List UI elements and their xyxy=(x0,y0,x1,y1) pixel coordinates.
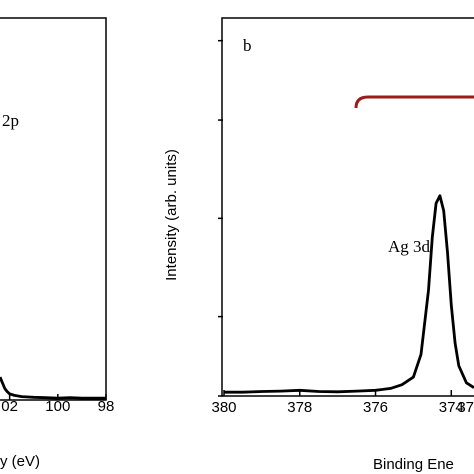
x-tick-label: 37 xyxy=(457,399,474,416)
spectrum-line xyxy=(224,194,474,394)
x-tick-label: 100 xyxy=(45,398,70,415)
x-tick-label: 380 xyxy=(211,399,236,416)
axes-frame xyxy=(0,17,107,401)
peak-label: Ag 3d xyxy=(388,237,431,256)
x-tick-label: 98 xyxy=(98,398,115,415)
panel-annotation: b xyxy=(243,36,252,55)
bracket xyxy=(354,95,474,109)
x-axis-label: y (eV) xyxy=(0,453,40,470)
x-tick-label: 376 xyxy=(363,399,388,416)
axes-frame xyxy=(221,17,474,397)
panel-annotation: 2p xyxy=(2,111,19,130)
x-tick-label: 374 xyxy=(439,399,464,416)
x-tick-label: 378 xyxy=(287,399,312,416)
y-axis-label: Intensity (arb. units) xyxy=(163,149,180,281)
spectrum-line xyxy=(0,376,106,400)
x-tick-label: 02 xyxy=(1,398,18,415)
x-axis-label: Binding Ene xyxy=(373,456,454,473)
